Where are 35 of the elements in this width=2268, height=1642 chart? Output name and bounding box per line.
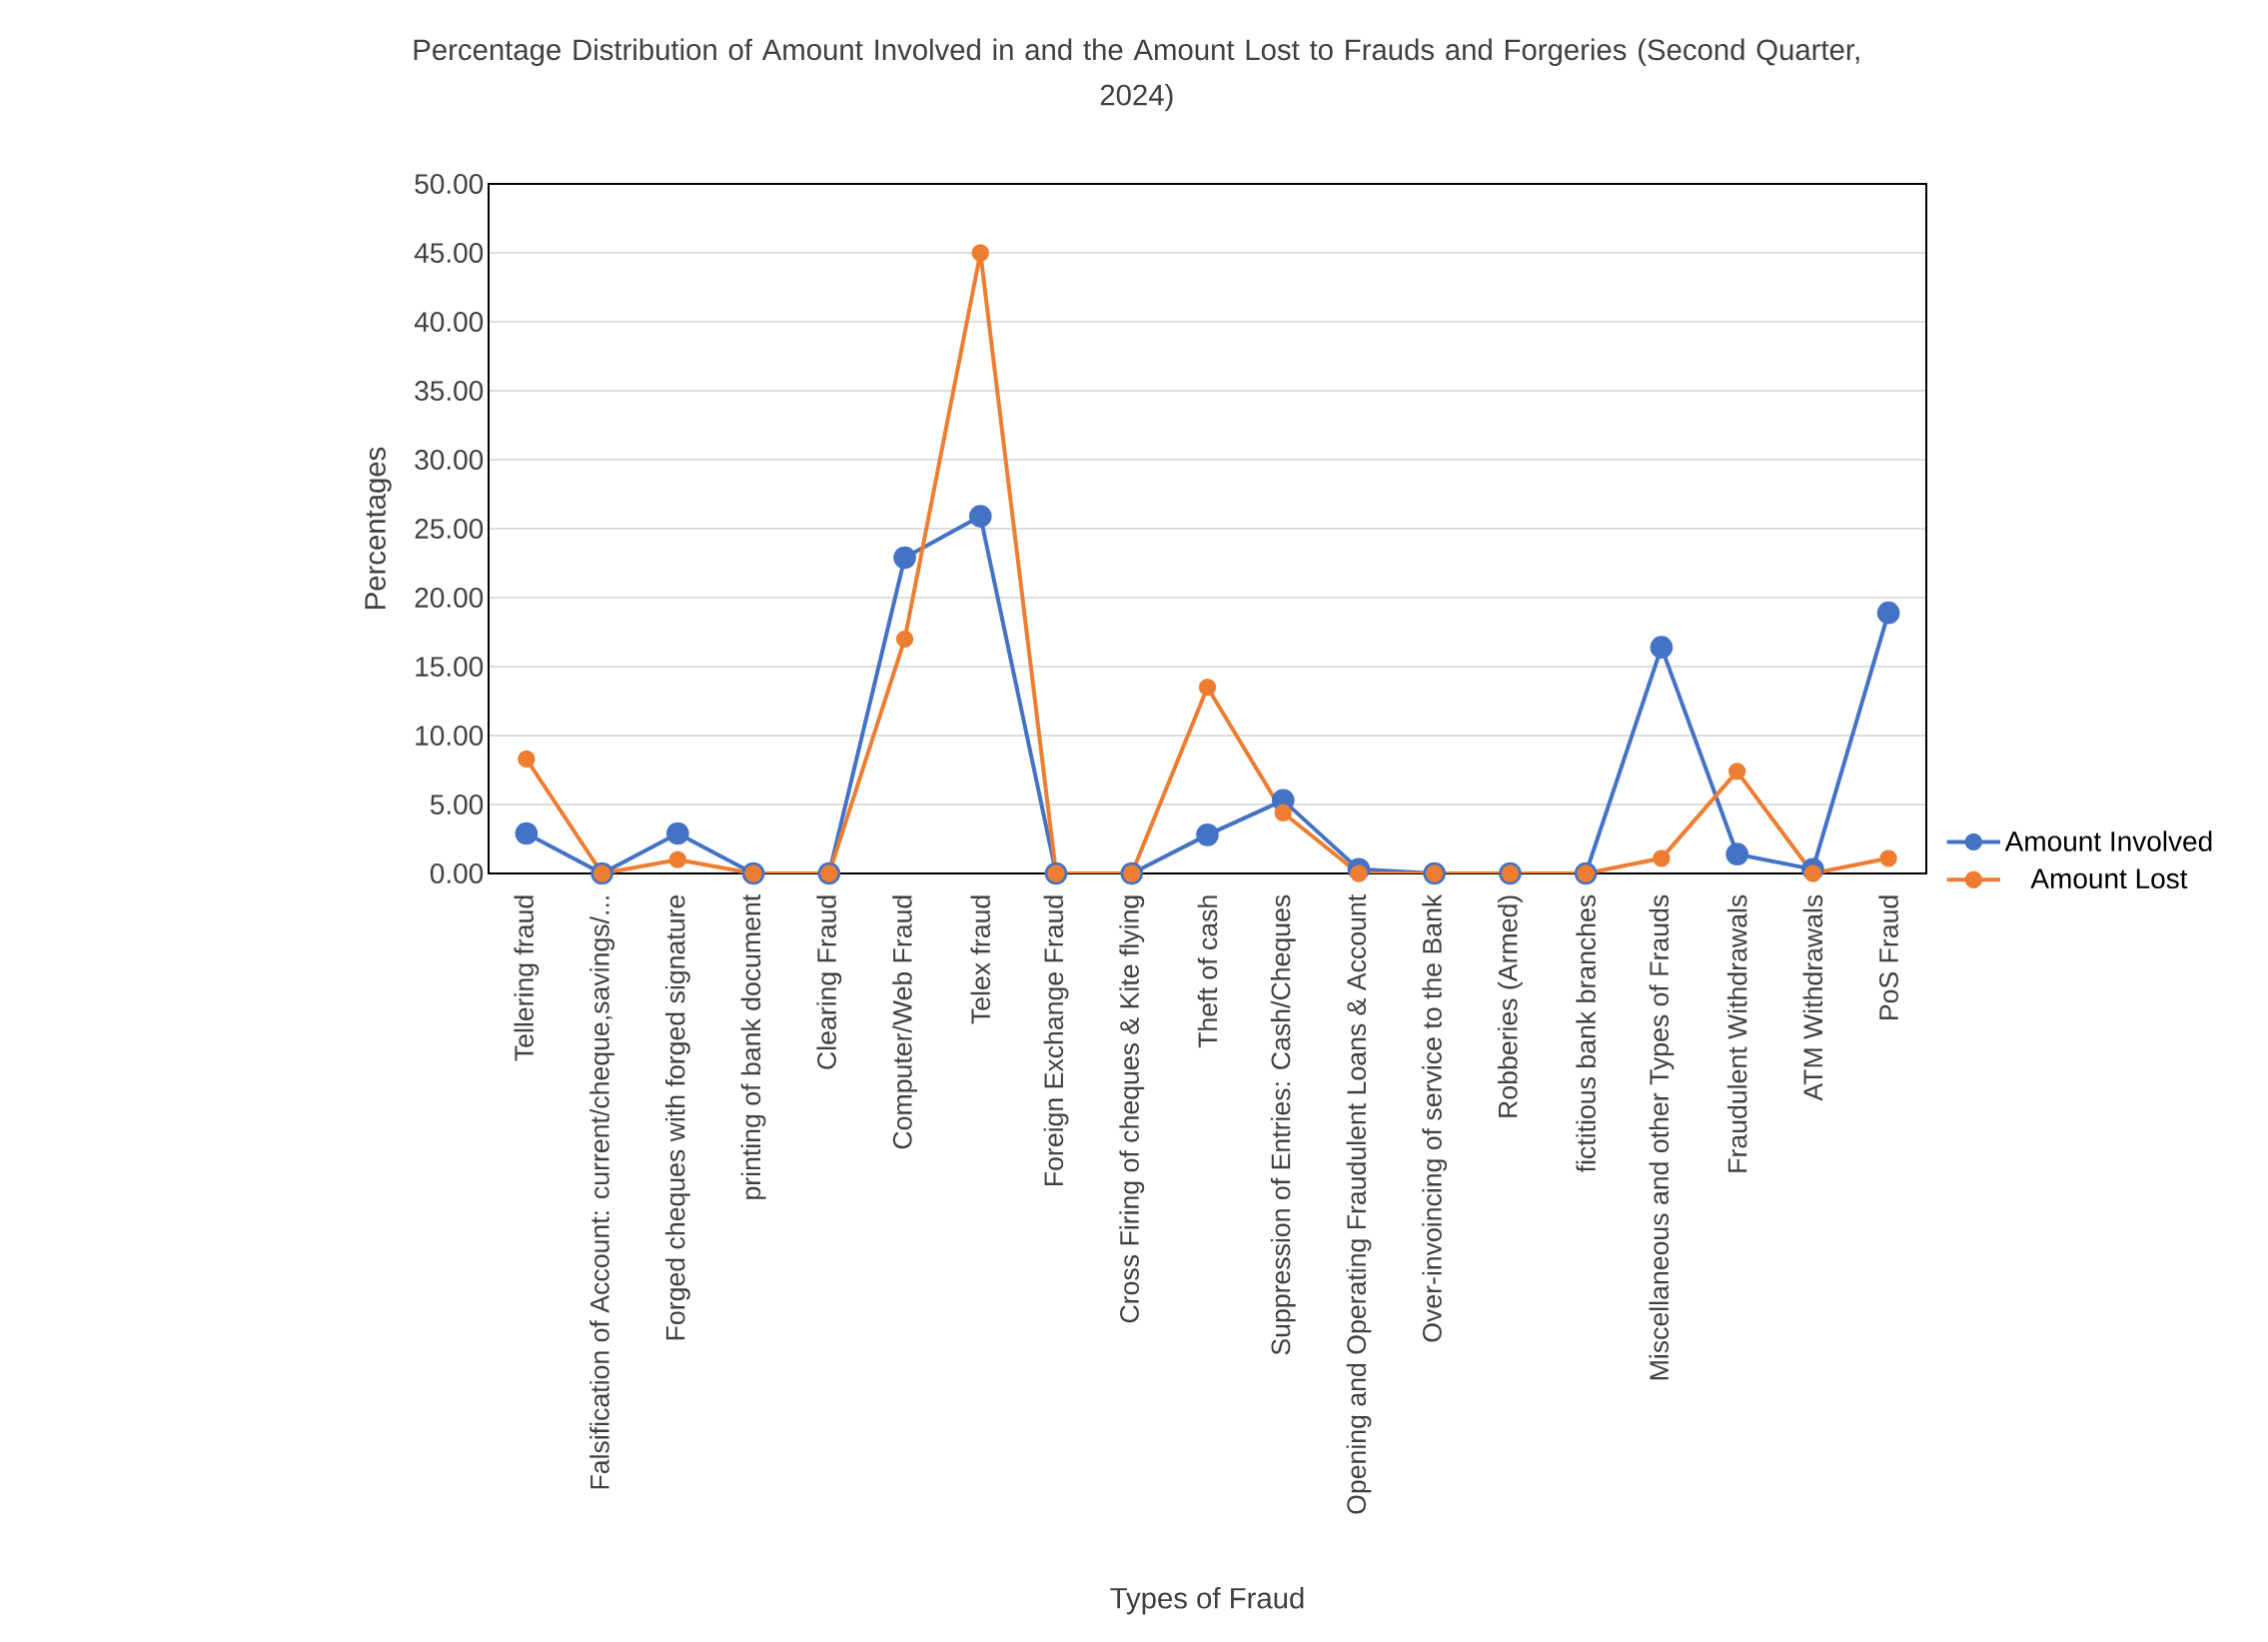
y-tick-label: 30.00 — [415, 450, 484, 470]
y-tick-label: 35.00 — [415, 381, 484, 401]
x-tick-label: Cross Firing of cheques & Kite flying — [1119, 895, 1145, 1323]
y-tick-label: 0.00 — [430, 863, 484, 883]
x-tick-label: PoS Fraud — [1878, 895, 1898, 1019]
x-tick-label: Miscellaneous and other Types of Frauds — [1649, 894, 1675, 1380]
legend-label: Amount Lost — [2030, 868, 2188, 889]
x-tick-label: Fraudulent Withdrawals — [1726, 894, 1747, 1172]
x-tick-label: Telex fraud — [970, 895, 991, 1024]
y-tick-label: 40.00 — [414, 312, 484, 332]
y-tick-label: 20.00 — [415, 588, 484, 608]
x-tick-label: Tellering fraud — [514, 895, 540, 1061]
x-tick-label: printing of bank document — [740, 893, 766, 1199]
x-tick-label: Over-invoincing of service to the Bank — [1422, 893, 1448, 1342]
x-axis-title: Types of Fraud — [1110, 1587, 1304, 1615]
y-tick-label: 25.00 — [415, 519, 484, 539]
x-tick-label: ATM Withdrawals — [1802, 894, 1823, 1101]
y-tick-label: 15.00 — [416, 657, 484, 677]
x-tick-label: Suppression of Entries: Cash/Cheques — [1270, 894, 1296, 1355]
x-tick-label: Clearing Fraud — [816, 895, 842, 1069]
x-tick-label: Opening and Operating Fraudulent Loans & Account — [1346, 894, 1372, 1514]
y-tick-label: 5.00 — [430, 795, 484, 815]
chart-title: Percentage Distribution of Amount Involved in and the Amount Lost to Frauds and Forgeries (Second Quarter, 2024) — [414, 38, 1859, 112]
x-tick-label: Theft of cash — [1197, 895, 1218, 1048]
y-tick-label: 50.00 — [415, 174, 484, 194]
x-tick-label: Forged cheques with forged signature — [664, 894, 690, 1340]
y-tick-label: 10.00 — [416, 726, 484, 746]
y-tick-label: 45.00 — [414, 243, 484, 263]
x-tick-label: fictitious bank branches — [1576, 894, 1596, 1173]
y-axis-title: Percentages — [365, 447, 392, 609]
x-tick-label: Foreign Exchange Fraud — [1043, 895, 1069, 1186]
legend-label: Amount Involved — [2004, 830, 2212, 851]
x-tick-label: Computer/Web Fraud — [892, 895, 917, 1149]
x-tick-label: Robberies (Armed) — [1498, 895, 1523, 1117]
x-tick-label: Falsification of Account: current/cheque,savings/... — [589, 896, 615, 1489]
